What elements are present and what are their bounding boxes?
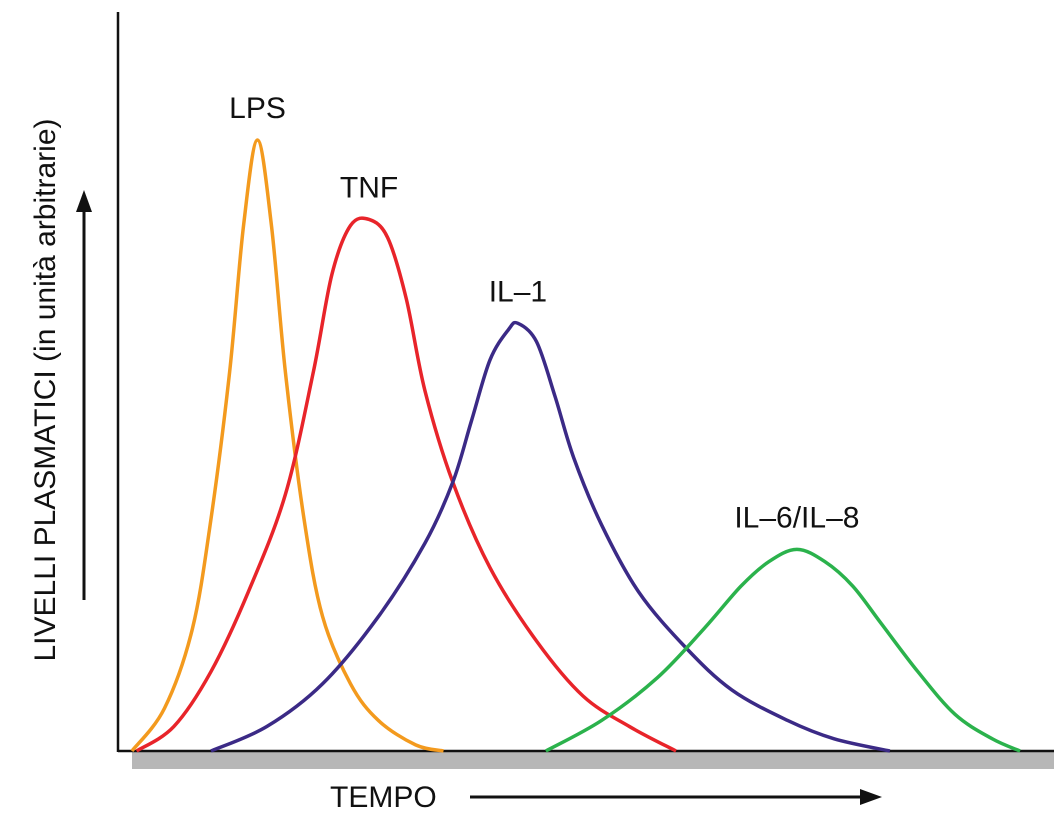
series-line-il-1: [210, 320, 891, 753]
x-axis-title: TEMPO: [330, 781, 437, 814]
y-axis-arrow: [76, 190, 92, 600]
series-label-tnf: TNF: [340, 171, 398, 204]
x-axis-arrow: [470, 789, 882, 805]
y-axis-title: LIVELLI PLASMATICI (in unità arbitrarie): [29, 119, 62, 662]
series-labels: LPS TNF IL–1 IL–6/IL–8: [229, 92, 859, 534]
series-label-lps: LPS: [229, 92, 286, 125]
series-line-lps: [130, 138, 444, 753]
series-line-il-6-il-8: [544, 547, 1021, 753]
baseline-band: [132, 752, 1054, 769]
series-curves: [130, 138, 1021, 753]
series-label-il-6-il-8: IL–6/IL–8: [734, 501, 859, 534]
series-label-il-1: IL–1: [489, 275, 547, 308]
series-line-tnf: [135, 216, 677, 753]
